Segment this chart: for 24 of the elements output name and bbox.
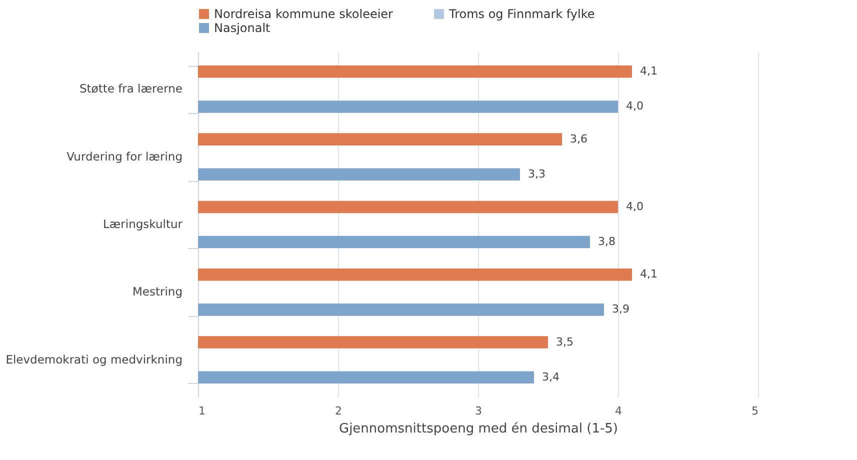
data-label: 3,4 (542, 370, 560, 384)
data-label: 4,1 (640, 64, 658, 78)
y-tick-label: Vurdering for læring (66, 149, 182, 164)
x-tick-label: 3 (475, 404, 482, 418)
data-label: 3,6 (570, 132, 588, 146)
y-tick-label: Støtte fra lærerne (79, 82, 182, 96)
data-label: 4,1 (640, 268, 658, 281)
data-label: 3,3 (528, 167, 546, 180)
x-tick-label: 4 (615, 404, 622, 418)
legend-label: Troms og Finnmark fylke (448, 7, 595, 21)
data-label: 3,8 (598, 235, 616, 248)
data-label: 3,9 (612, 302, 630, 316)
data-label: 3,5 (556, 335, 574, 348)
data-label: 4,0 (626, 100, 644, 113)
y-tick-label: Mestring (132, 284, 182, 299)
x-tick-label: 1 (198, 404, 206, 418)
y-tick-label: Læringskultur (102, 217, 183, 231)
y-tick-label: Elevdemokrati og medvirkning (6, 352, 182, 366)
x-tick-label: 2 (335, 404, 342, 418)
x-axis-title: Gjennomsnittspoeng med én desimal (1-5) (339, 422, 618, 436)
x-tick-label: 5 (752, 404, 758, 418)
data-label: 4,0 (626, 200, 644, 213)
legend-label: Nasjonalt (214, 21, 271, 35)
legend-label: Nordreisa kommune skoleeier (214, 7, 394, 21)
